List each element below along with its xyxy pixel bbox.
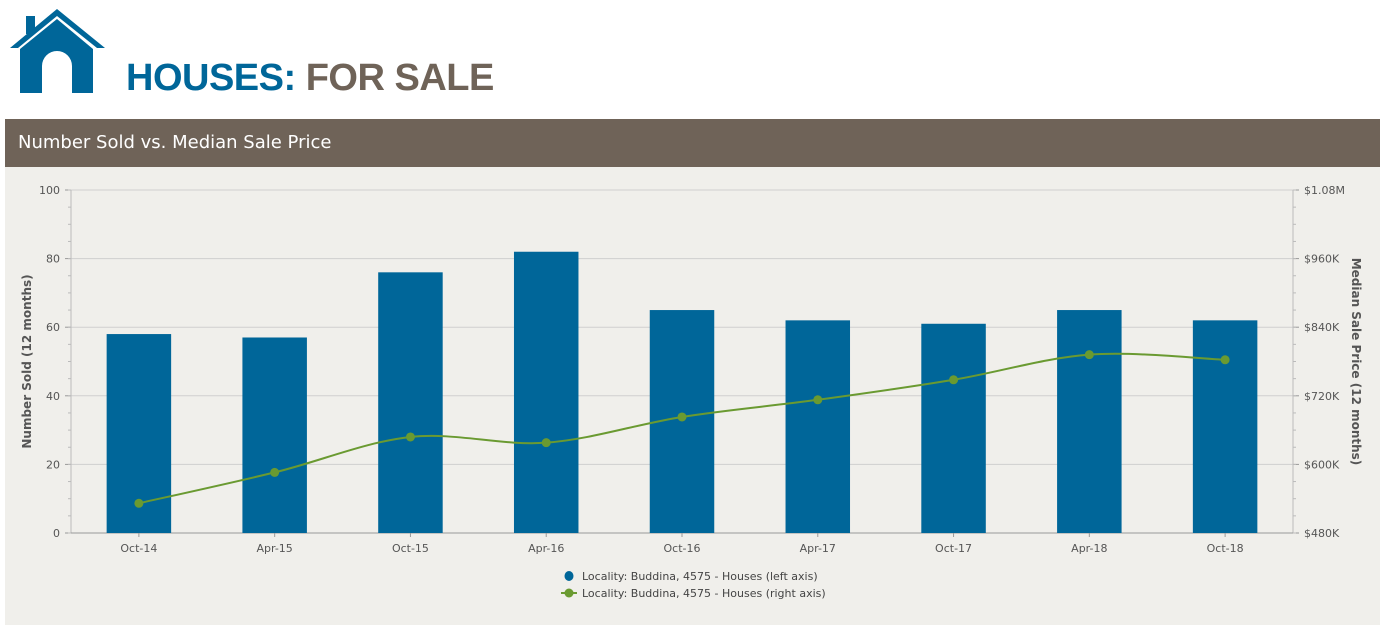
- y-right-tick-label: $720K: [1304, 390, 1340, 403]
- y-right-tick-label: $600K: [1304, 458, 1340, 471]
- y-left-tick-label: 40: [46, 390, 60, 403]
- x-tick-label: Oct-14: [120, 542, 157, 555]
- combo-chart: 0 20 40 60 80 100 $480K $600K $720K $840K $960K $1.…: [20, 184, 1363, 600]
- x-tick-label: Oct-15: [392, 542, 429, 555]
- legend-label-line: Locality: Buddina, 4575 - Houses (right …: [582, 587, 826, 600]
- y-left-axis-title: Number Sold (12 months): [20, 274, 34, 448]
- page-title-secondary: FOR SALE: [305, 57, 495, 99]
- page-title: HOUSES: FOR SALE: [126, 56, 494, 100]
- chart-panel: Number Sold vs. Median Sale Price 0 20 40 6…: [5, 119, 1380, 625]
- line-point: [1084, 350, 1094, 360]
- line-point: [1220, 355, 1230, 365]
- bar: [378, 272, 443, 533]
- page-header: HOUSES: FOR SALE: [0, 0, 1385, 118]
- line-point: [134, 498, 144, 508]
- y-left-tick-label: 80: [46, 253, 60, 266]
- y-left-tick-label: 60: [46, 321, 60, 334]
- x-tick-label: Apr-18: [1071, 542, 1107, 555]
- y-right-axis-title: Median Sale Price (12 months): [1349, 258, 1363, 466]
- x-tick-label: Oct-17: [935, 542, 972, 555]
- line-point: [541, 438, 551, 448]
- bar: [242, 337, 307, 533]
- x-tick-label: Apr-17: [800, 542, 836, 555]
- y-left-tick-label: 20: [46, 458, 60, 471]
- legend-line-marker: [564, 588, 574, 598]
- y-right-tick-label: $840K: [1304, 321, 1340, 334]
- legend-bar-swatch: [564, 571, 574, 581]
- y-right-tick-label: $960K: [1304, 253, 1340, 266]
- line-point: [813, 395, 823, 405]
- y-right-tick-label: $1.08M: [1304, 184, 1345, 197]
- x-tick-label: Apr-15: [257, 542, 293, 555]
- line-point: [270, 467, 280, 477]
- page-title-primary: HOUSES:: [126, 57, 296, 99]
- line-point: [677, 412, 687, 422]
- y-right-tick-label: $480K: [1304, 527, 1340, 540]
- chart-panel-title: Number Sold vs. Median Sale Price: [5, 119, 1380, 167]
- y-left-tick-label: 100: [39, 184, 60, 197]
- line-point: [949, 375, 959, 385]
- line-point: [405, 432, 415, 442]
- x-tick-label: Oct-18: [1207, 542, 1244, 555]
- x-tick-label: Apr-16: [528, 542, 564, 555]
- house-icon: [10, 9, 105, 93]
- bar: [513, 251, 579, 534]
- y-left-tick-label: 0: [53, 527, 60, 540]
- bar: [785, 320, 851, 533]
- bar: [1192, 320, 1258, 533]
- x-tick-label: Oct-16: [664, 542, 701, 555]
- legend-label-bar: Locality: Buddina, 4575 - Houses (left a…: [582, 570, 818, 583]
- bar: [1057, 310, 1122, 533]
- bar: [921, 323, 986, 533]
